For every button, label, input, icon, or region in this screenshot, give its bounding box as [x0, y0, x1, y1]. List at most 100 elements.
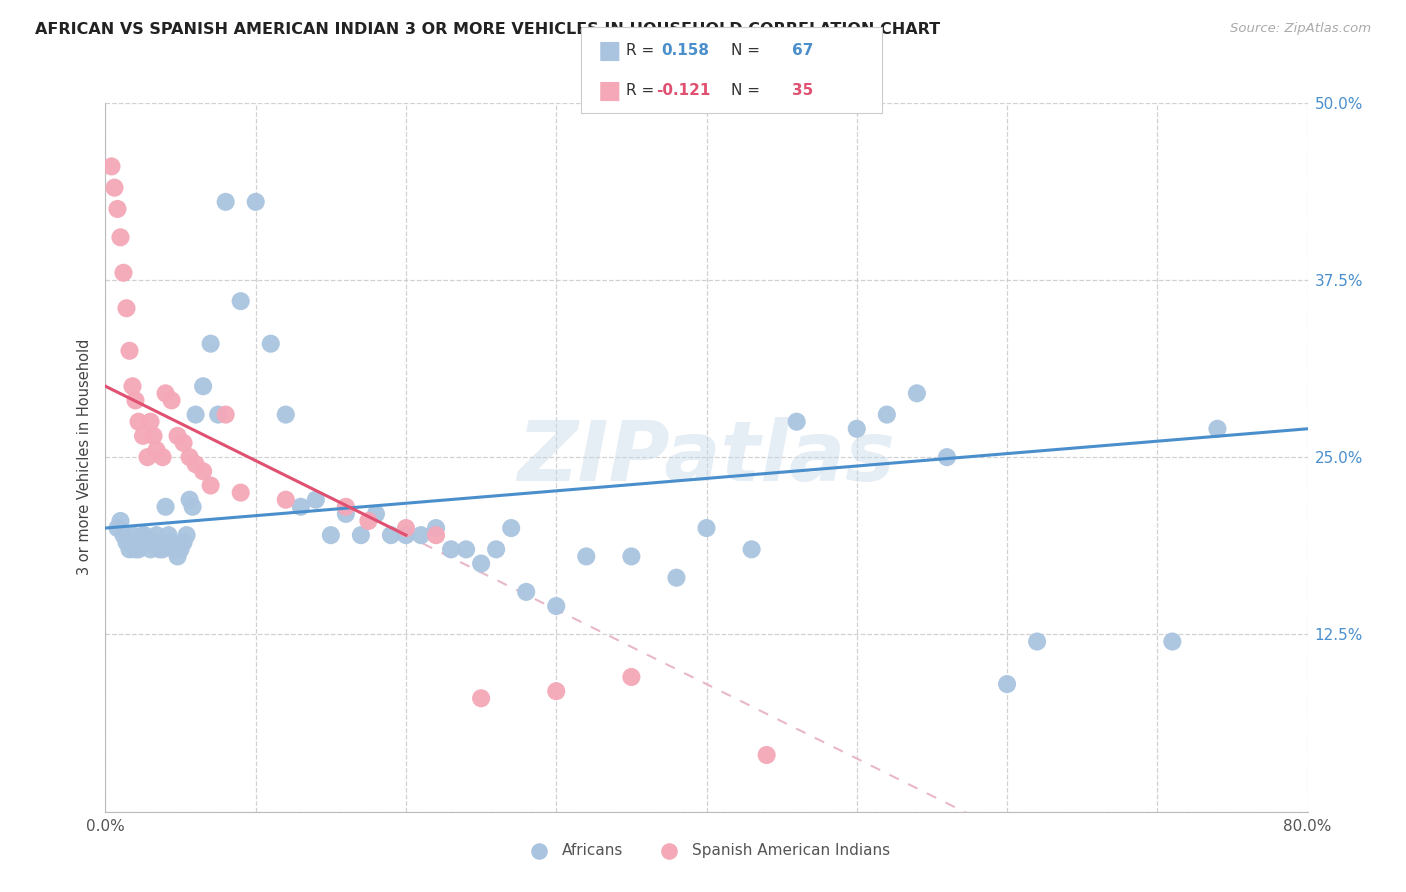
- Point: [124, 542, 146, 557]
- Y-axis label: 3 or more Vehicles in Household: 3 or more Vehicles in Household: [77, 339, 93, 575]
- Text: -0.121: -0.121: [657, 83, 711, 98]
- Point: [357, 514, 380, 528]
- Point: [191, 464, 214, 478]
- Point: [905, 386, 928, 401]
- Point: [620, 670, 643, 684]
- Point: [274, 408, 297, 422]
- Point: [191, 379, 214, 393]
- Point: [350, 528, 373, 542]
- Point: [184, 408, 207, 422]
- Point: [425, 521, 447, 535]
- Point: [546, 599, 568, 613]
- Point: [470, 691, 492, 706]
- Point: [176, 528, 198, 542]
- Point: [184, 457, 207, 471]
- Point: [145, 443, 167, 458]
- Point: [157, 528, 180, 542]
- Point: [1206, 422, 1229, 436]
- Point: [166, 429, 188, 443]
- Point: [515, 585, 537, 599]
- Point: [136, 535, 159, 549]
- Point: [110, 514, 132, 528]
- Point: [207, 408, 229, 422]
- Point: [214, 408, 236, 422]
- Point: [166, 549, 188, 564]
- Point: [179, 492, 201, 507]
- Text: ■: ■: [598, 39, 621, 63]
- Point: [107, 202, 129, 216]
- Point: [179, 450, 201, 464]
- Point: [139, 542, 162, 557]
- Point: [440, 542, 463, 557]
- Point: [395, 528, 418, 542]
- Point: [160, 393, 183, 408]
- Point: [200, 336, 222, 351]
- Point: [380, 528, 402, 542]
- Point: [131, 535, 153, 549]
- Point: [121, 379, 143, 393]
- Point: [110, 230, 132, 244]
- Point: [335, 507, 357, 521]
- Point: [118, 542, 141, 557]
- Point: [169, 542, 191, 557]
- Text: R =: R =: [626, 83, 659, 98]
- Point: [696, 521, 718, 535]
- Point: [115, 301, 138, 316]
- Point: [274, 492, 297, 507]
- Point: [364, 507, 387, 521]
- Point: [245, 194, 267, 209]
- Point: [115, 535, 138, 549]
- Text: ZIPatlas: ZIPatlas: [517, 417, 896, 498]
- Point: [741, 542, 763, 557]
- Point: [260, 336, 283, 351]
- Text: ■: ■: [598, 78, 621, 103]
- Point: [173, 535, 195, 549]
- Point: [128, 542, 150, 557]
- Point: [229, 294, 252, 309]
- Point: [181, 500, 204, 514]
- Point: [319, 528, 342, 542]
- Point: [409, 528, 432, 542]
- Point: [152, 542, 174, 557]
- Point: [112, 528, 135, 542]
- Point: [575, 549, 598, 564]
- Point: [200, 478, 222, 492]
- Point: [335, 500, 357, 514]
- Point: [152, 450, 174, 464]
- Point: [501, 521, 523, 535]
- Point: [100, 160, 122, 174]
- Point: [290, 500, 312, 514]
- Text: Source: ZipAtlas.com: Source: ZipAtlas.com: [1230, 22, 1371, 36]
- Point: [1161, 634, 1184, 648]
- Point: [173, 436, 195, 450]
- Point: [136, 450, 159, 464]
- Point: [163, 542, 186, 557]
- Point: [936, 450, 959, 464]
- Legend: Africans, Spanish American Indians: Africans, Spanish American Indians: [517, 837, 896, 864]
- Point: [132, 528, 155, 542]
- Text: AFRICAN VS SPANISH AMERICAN INDIAN 3 OR MORE VEHICLES IN HOUSEHOLD CORRELATION C: AFRICAN VS SPANISH AMERICAN INDIAN 3 OR …: [35, 22, 941, 37]
- Point: [142, 429, 165, 443]
- Point: [470, 557, 492, 571]
- Point: [121, 528, 143, 542]
- Point: [103, 180, 125, 194]
- Text: 0.158: 0.158: [661, 44, 709, 59]
- Point: [485, 542, 508, 557]
- Point: [139, 415, 162, 429]
- Point: [148, 542, 170, 557]
- Point: [395, 521, 418, 535]
- Point: [142, 535, 165, 549]
- Point: [118, 343, 141, 358]
- Text: N =: N =: [731, 44, 765, 59]
- Point: [995, 677, 1018, 691]
- Point: [145, 528, 167, 542]
- Text: N =: N =: [731, 83, 765, 98]
- Point: [134, 528, 156, 542]
- Point: [155, 500, 177, 514]
- Point: [112, 266, 135, 280]
- Point: [454, 542, 477, 557]
- Text: R =: R =: [626, 44, 659, 59]
- Point: [124, 393, 146, 408]
- Point: [845, 422, 868, 436]
- Point: [214, 194, 236, 209]
